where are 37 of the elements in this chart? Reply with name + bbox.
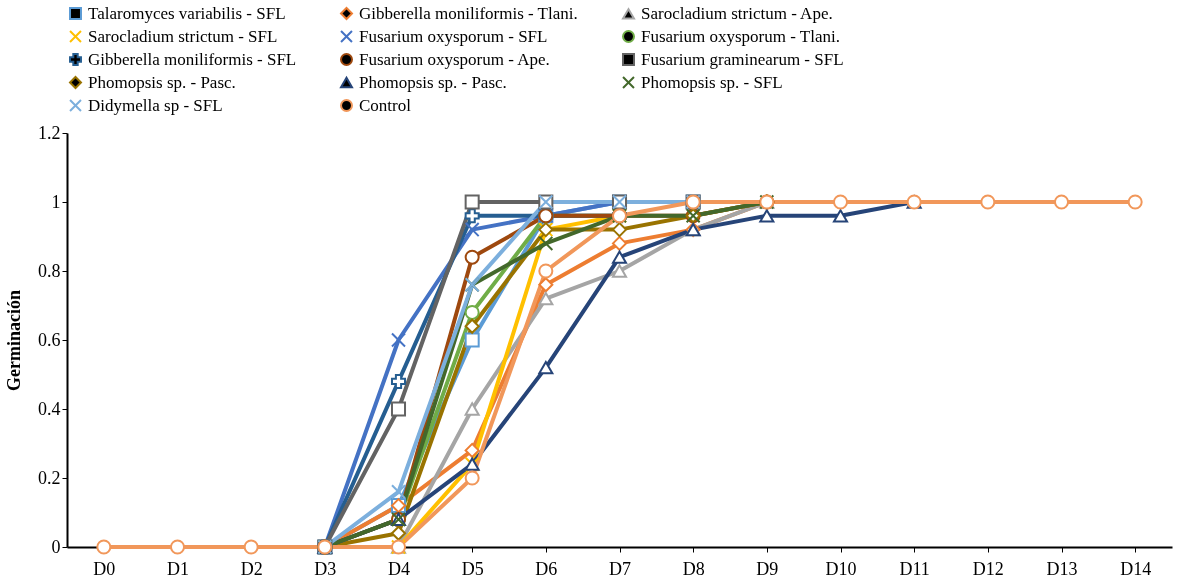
x-tick-label: D2 (240, 558, 263, 579)
y-tick-label: 0.4 (38, 398, 61, 419)
legend-label: Gibberella moniliformis - SFL (88, 49, 297, 69)
legend-label: Gibberella moniliformis - Tlani. (359, 3, 578, 23)
legend-label: Fusarium oxysporum - SFL (359, 26, 548, 46)
y-tick-label: 0.2 (38, 467, 61, 488)
y-tick-label: 1 (51, 191, 61, 212)
legend-label: Control (359, 95, 412, 115)
x-tick-label: D1 (167, 558, 189, 579)
x-tick-label: D14 (1120, 558, 1152, 579)
legend-label: Phomopsis sp. - SFL (641, 72, 783, 92)
y-tick-label: 1.2 (38, 122, 61, 143)
y-tick-label: 0.6 (38, 329, 61, 350)
y-tick-label: 0 (51, 536, 61, 557)
legend-label: Sarocladium strictum - Ape. (641, 3, 833, 23)
x-tick-label: D8 (682, 558, 705, 579)
y-tick-label: 0.8 (38, 260, 61, 281)
x-tick-label: D10 (825, 558, 857, 579)
legend-label: Sarocladium strictum - SFL (88, 26, 278, 46)
x-tick-label: D13 (1046, 558, 1078, 579)
x-tick-label: D4 (388, 558, 410, 579)
x-tick-label: D3 (314, 558, 337, 579)
x-tick-label: D9 (756, 558, 779, 579)
legend-label: Didymella sp - SFL (88, 95, 223, 115)
x-tick-label: D7 (609, 558, 631, 579)
x-tick-label: D11 (899, 558, 930, 579)
y-axis-title: Germinación (4, 290, 24, 391)
legend-label: Fusarium oxysporum - Ape. (359, 49, 550, 69)
x-tick-label: D6 (535, 558, 558, 579)
x-tick-label: D0 (93, 558, 116, 579)
x-tick-label: D12 (972, 558, 1004, 579)
legend-label: Fusarium oxysporum - Tlani. (641, 26, 840, 46)
legend-label: Fusarium graminearum - SFL (641, 49, 844, 69)
legend-label: Phomopsis sp. - Pasc. (88, 72, 236, 92)
x-tick-label: D5 (461, 558, 484, 579)
legend-label: Talaromyces variabilis - SFL (88, 3, 286, 23)
legend-label: Phomopsis sp. - Pasc. (359, 72, 507, 92)
